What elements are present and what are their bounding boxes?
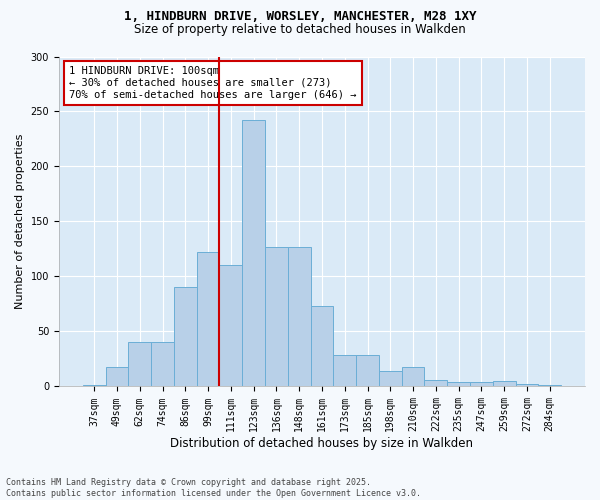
Bar: [220, 266, 242, 386]
Bar: [151, 342, 174, 386]
Bar: [128, 342, 151, 386]
Y-axis label: Number of detached properties: Number of detached properties: [15, 134, 25, 309]
Bar: [106, 366, 128, 386]
Bar: [265, 247, 288, 386]
X-axis label: Distribution of detached houses by size in Walkden: Distribution of detached houses by size …: [170, 437, 473, 450]
Bar: [493, 381, 515, 386]
Bar: [311, 306, 334, 386]
Text: 1, HINDBURN DRIVE, WORSLEY, MANCHESTER, M28 1XY: 1, HINDBURN DRIVE, WORSLEY, MANCHESTER, …: [124, 10, 476, 23]
Text: Contains HM Land Registry data © Crown copyright and database right 2025.
Contai: Contains HM Land Registry data © Crown c…: [6, 478, 421, 498]
Bar: [515, 384, 538, 386]
Bar: [470, 382, 493, 386]
Text: Size of property relative to detached houses in Walkden: Size of property relative to detached ho…: [134, 22, 466, 36]
Bar: [242, 120, 265, 386]
Bar: [197, 252, 220, 386]
Bar: [447, 382, 470, 386]
Bar: [401, 366, 424, 386]
Bar: [288, 247, 311, 386]
Bar: [174, 288, 197, 386]
Text: 1 HINDBURN DRIVE: 100sqm
← 30% of detached houses are smaller (273)
70% of semi-: 1 HINDBURN DRIVE: 100sqm ← 30% of detach…: [70, 66, 357, 100]
Bar: [424, 380, 447, 386]
Bar: [334, 354, 356, 386]
Bar: [356, 354, 379, 386]
Bar: [379, 371, 401, 386]
